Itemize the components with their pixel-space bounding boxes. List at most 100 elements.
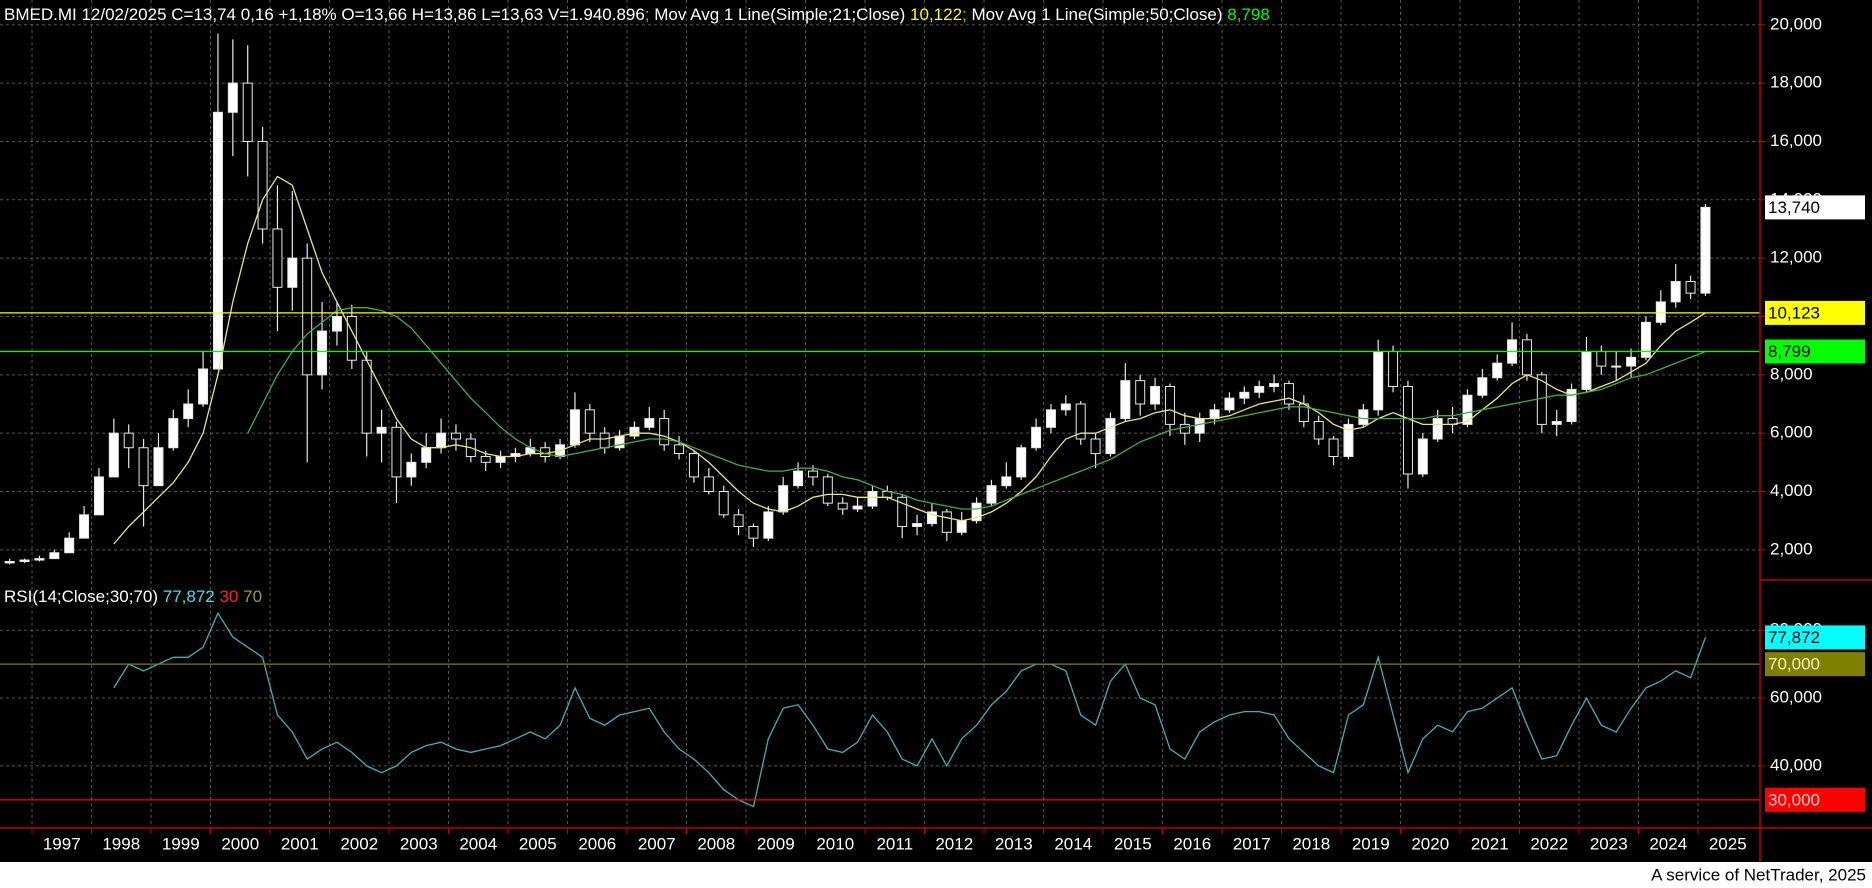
candle-body	[1283, 383, 1294, 405]
candle-body	[168, 418, 179, 449]
candle-body	[1640, 321, 1651, 358]
candle-body	[1685, 280, 1696, 294]
legend-text: 30	[215, 587, 239, 606]
x-tick-label: 2009	[757, 834, 795, 853]
value-box-label: 13,740	[1768, 198, 1820, 217]
candle-body	[138, 447, 149, 487]
candle-body	[49, 552, 60, 560]
candle-body	[971, 502, 982, 522]
x-tick-label: 2003	[400, 834, 438, 853]
x-tick-label: 2001	[281, 834, 319, 853]
candle-body	[659, 418, 670, 446]
candle-body	[361, 359, 372, 434]
candle-body	[123, 432, 134, 449]
value-box-label: 77,872	[1768, 628, 1820, 647]
y-tick-label: 16,000	[1770, 131, 1822, 150]
candle-body	[1328, 438, 1339, 457]
candle-body	[1655, 301, 1666, 323]
candle-body	[1135, 380, 1146, 405]
x-tick-label: 1998	[102, 834, 140, 853]
x-tick-label: 2017	[1233, 834, 1271, 853]
candle-body	[272, 228, 283, 288]
candle-body	[986, 485, 997, 504]
candle-body	[1001, 476, 1012, 487]
candle-body	[227, 82, 238, 113]
legend-text: Mov Avg 1 Line(Simple;21;Close)	[650, 5, 910, 24]
series-line	[247, 307, 1706, 510]
x-tick-label: 2016	[1173, 834, 1211, 853]
candle-body	[331, 315, 342, 332]
y-tick-label: 18,000	[1770, 73, 1822, 92]
candle-body	[763, 511, 774, 539]
candle-body	[837, 502, 848, 510]
value-box	[1765, 300, 1865, 325]
candle-body	[599, 432, 610, 449]
value-box	[1765, 787, 1865, 812]
candle-body	[822, 476, 833, 504]
candle-body	[793, 470, 804, 487]
footer: A service of NetTrader, 2025	[1651, 865, 1866, 884]
candle-body	[1462, 394, 1473, 425]
x-tick-label: 2002	[340, 834, 378, 853]
candle-body	[450, 432, 461, 440]
y-tick-label: 20,000	[1770, 14, 1822, 33]
legend-text: ;	[645, 5, 650, 24]
candle-body	[108, 432, 119, 478]
candle-body	[1164, 385, 1175, 425]
y-tick-label: 60,000	[1770, 688, 1822, 707]
candle-body	[376, 426, 387, 434]
chart-background	[0, 0, 1872, 862]
candle-body	[1045, 409, 1056, 428]
candle-body	[1521, 339, 1532, 376]
candle-body	[1060, 403, 1071, 411]
candle-body	[153, 447, 164, 487]
candle-body	[495, 455, 506, 463]
candle-body	[34, 558, 45, 561]
candle-body	[912, 523, 923, 527]
x-tick-label: 1999	[162, 834, 200, 853]
candle-body	[1269, 383, 1280, 387]
x-tick-label: 2011	[876, 834, 913, 853]
x-tick-label: 2010	[816, 834, 854, 853]
footer-background	[0, 862, 1872, 888]
y-tick-label: 12,000	[1770, 248, 1822, 267]
candle-body	[1670, 280, 1681, 303]
value-box-label: 30,000	[1768, 790, 1820, 809]
x-tick-label: 2019	[1352, 834, 1390, 853]
x-tick-label: 2020	[1411, 834, 1449, 853]
data-layer	[0, 33, 1760, 808]
legend-text: ;	[962, 5, 967, 24]
candle-body	[1596, 350, 1607, 367]
candle-body	[183, 403, 194, 420]
candle-body	[421, 447, 432, 463]
legend-text: Mov Avg 1 Line(Simple;50;Close)	[967, 5, 1227, 24]
candle-body	[807, 470, 818, 478]
candle-body	[1105, 418, 1116, 455]
candle-body	[748, 525, 759, 539]
candle-body	[1224, 397, 1235, 411]
x-tick-label: 2024	[1649, 834, 1687, 853]
x-tick-label: 2012	[935, 834, 973, 853]
y-tick-label: 2,000	[1770, 539, 1813, 558]
candle-body	[1581, 350, 1592, 390]
value-box-label: 10,123	[1768, 303, 1820, 322]
candle-body	[1120, 380, 1131, 420]
candle-body	[718, 490, 729, 516]
legend: BMED.MI 12/02/2025 C=13,74 0,16 +1,18% O…	[4, 5, 1270, 24]
x-tick-label: 2000	[221, 834, 259, 853]
candle-body	[1313, 420, 1324, 440]
series-line	[113, 611, 1707, 808]
legend-text: BMED.MI 12/02/2025 C=13,74 0,16 +1,18% O…	[4, 5, 645, 24]
grid-layer	[0, 0, 1760, 827]
candle-body	[198, 368, 209, 405]
candle-body	[1209, 409, 1220, 420]
value-box	[1765, 339, 1865, 364]
legend: RSI(14;Close;30;70) 77,872 30 70	[4, 587, 262, 606]
candle-body	[1432, 418, 1443, 440]
candle-body	[733, 514, 744, 527]
x-tick-label: 2013	[995, 834, 1033, 853]
candle-body	[1090, 438, 1101, 455]
candle-body	[1016, 447, 1027, 478]
candle-body	[1388, 350, 1399, 387]
